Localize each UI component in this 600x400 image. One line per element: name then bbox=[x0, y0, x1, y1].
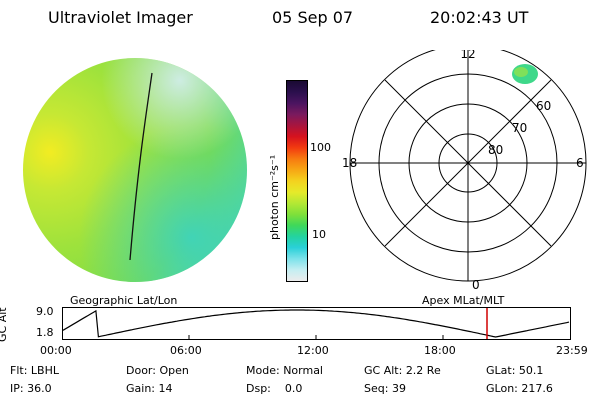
timeline-xtick-1200: 12:00 bbox=[297, 344, 329, 357]
timeline-ytick-high: 9.0 bbox=[36, 305, 54, 318]
colorbar bbox=[286, 80, 308, 282]
timeline-xtick-0600: 06:00 bbox=[170, 344, 202, 357]
timeline-frame bbox=[62, 307, 571, 340]
polar-plot: 12 18 6 0 60 70 80 bbox=[342, 50, 587, 290]
disk-limb bbox=[23, 58, 247, 282]
colorbar-tick-100: 100 bbox=[310, 141, 331, 154]
status-dsp: Dsp: 0.0 bbox=[246, 382, 303, 395]
timeline-xtick-0000: 00:00 bbox=[40, 344, 72, 357]
status-mode: Mode: Normal bbox=[246, 364, 323, 377]
time-label: 20:02:43 UT bbox=[430, 8, 529, 27]
status-gc-alt: GC Alt: 2.2 Re bbox=[364, 364, 441, 377]
colorbar-tick-10: 10 bbox=[312, 228, 326, 241]
polar-lat-70: 70 bbox=[512, 121, 527, 135]
status-seq: Seq: 39 bbox=[364, 382, 406, 395]
polar-label-0: 0 bbox=[472, 278, 480, 290]
colorbar-gradient bbox=[287, 81, 307, 281]
polar-lat-60: 60 bbox=[536, 99, 551, 113]
colorbar-unit-label: photon cm⁻²s⁻¹ bbox=[268, 154, 281, 240]
timeline-ytick-low: 1.8 bbox=[36, 326, 54, 339]
timeline-left-label: Geographic Lat/Lon bbox=[70, 294, 178, 307]
terminator-line bbox=[129, 72, 153, 261]
timeline-xtick-1800: 18:00 bbox=[424, 344, 456, 357]
polar-label-6: 6 bbox=[576, 156, 584, 170]
status-glat: GLat: 50.1 bbox=[486, 364, 544, 377]
polar-label-12: 12 bbox=[460, 50, 475, 61]
timeline-axis-title: GC Alt bbox=[0, 307, 9, 342]
status-glon: GLon: 217.6 bbox=[486, 382, 553, 395]
altitude-timeline bbox=[62, 307, 571, 340]
polar-diagonal-2 bbox=[384, 79, 552, 247]
timeline-xtick-2359: 23:59 bbox=[556, 344, 588, 357]
status-ip: IP: 36.0 bbox=[10, 382, 52, 395]
status-gain: Gain: 14 bbox=[126, 382, 173, 395]
status-filter: Flt: LBHL bbox=[10, 364, 59, 377]
polar-label-18: 18 bbox=[342, 156, 357, 170]
timeline-right-label: Apex MLat/MLT bbox=[422, 294, 505, 307]
date-label: 05 Sep 07 bbox=[272, 8, 354, 27]
polar-lat-80: 80 bbox=[488, 143, 503, 157]
aurora-patch-core bbox=[514, 67, 528, 77]
earth-disk-image bbox=[23, 58, 247, 282]
altitude-curve bbox=[62, 309, 570, 338]
instrument-title: Ultraviolet Imager bbox=[48, 8, 193, 27]
status-door: Door: Open bbox=[126, 364, 189, 377]
